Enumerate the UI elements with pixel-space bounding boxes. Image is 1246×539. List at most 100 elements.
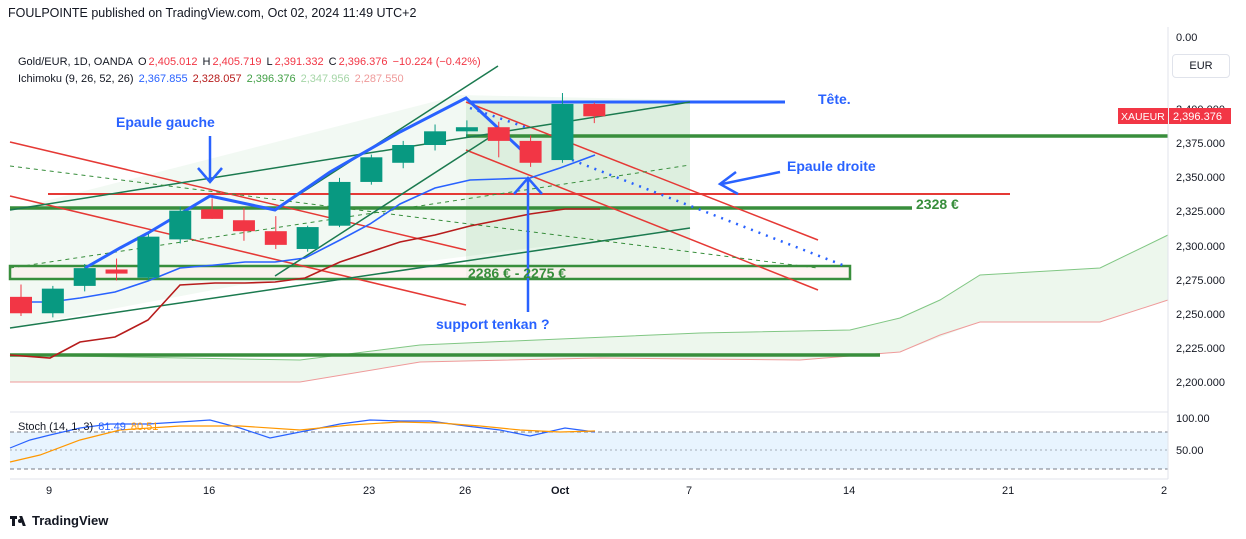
kijun-line — [9, 208, 600, 359]
tradingview-footer: TradingView — [10, 513, 108, 528]
cloud-upper-edge — [9, 234, 1169, 361]
stoch-k-line — [9, 419, 596, 449]
label-right-shoulder: Epaule droite — [787, 158, 876, 174]
green-channel-upper — [9, 101, 691, 211]
stoch-tick-50: 50.00 — [1176, 445, 1204, 457]
publish-header: FOULPOINTE published on TradingView.com,… — [8, 6, 417, 20]
symbol-tag — [1118, 108, 1168, 124]
candle-body — [392, 145, 415, 163]
label-left-shoulder: Epaule gauche — [116, 114, 215, 130]
candle-body — [487, 127, 510, 141]
candle-body — [583, 103, 606, 117]
legend-open-label: O — [137, 56, 147, 68]
price-tick-2250: 2,250.000 — [1176, 309, 1225, 321]
price-tick-2325: 2,325.000 — [1176, 206, 1225, 218]
red-channel-lower — [9, 195, 467, 306]
legend-high-label: H — [202, 56, 211, 68]
right-shoulder-arrowhead — [717, 171, 739, 196]
stoch-d-line — [9, 421, 596, 463]
tradingview-logo-icon — [10, 515, 28, 526]
kumo-cloud — [10, 235, 1168, 382]
time-tick-23: 23 — [363, 485, 375, 497]
candle-body — [232, 220, 255, 232]
legend-close: 2,396.376 — [338, 56, 388, 68]
ichimoku-span-b: 2,287.550 — [354, 73, 404, 85]
candle-body — [10, 296, 32, 314]
green-steep-lower — [274, 131, 499, 277]
time-tick-oct: Oct — [551, 485, 570, 497]
time-tick-2: 2 — [1161, 485, 1167, 497]
candle-body — [328, 181, 351, 226]
price-tick-2300: 2,300.000 — [1176, 241, 1225, 253]
price-tag-text: 2,396.376 — [1173, 111, 1222, 123]
legend-high: 2,405.719 — [212, 56, 262, 68]
stoch-d-value: 80.51 — [130, 421, 159, 433]
left-shoulder-arrowhead — [197, 167, 223, 184]
red-channel2-upper — [465, 101, 819, 241]
candle-body — [551, 103, 574, 161]
head-shoulders-line — [84, 96, 532, 270]
label-head: Tête. — [818, 91, 851, 107]
price-tick-0: 0.00 — [1176, 32, 1197, 44]
candle-body — [41, 288, 64, 314]
symbol-legend[interactable]: Gold/EUR, 1D, OANDA O 2,405.012 H 2,405.71… — [18, 56, 483, 68]
ichimoku-span-a: 2,347.956 — [300, 73, 350, 85]
stoch-legend[interactable]: Stoch (14, 1, 3) 81.49 80.51 — [18, 421, 160, 433]
price-tick-2200: 2,200.000 — [1176, 377, 1225, 389]
candles-layer — [10, 93, 606, 318]
legend-close-label: C — [328, 56, 337, 68]
candle-body — [105, 269, 128, 274]
stoch-tick-100: 100.00 — [1176, 413, 1210, 425]
zone-2286-2275 — [8, 264, 852, 281]
candle-body — [455, 127, 478, 132]
symbol-tag-text: XAUEUR — [1121, 111, 1165, 123]
label-zone: 2286 € - 2275 € — [468, 265, 566, 281]
legend-change: −10.224 (−0.42%) — [392, 56, 481, 68]
price-tick-2225: 2,225.000 — [1176, 343, 1225, 355]
candle-body — [201, 209, 224, 219]
label-2328: 2328 € — [916, 196, 959, 212]
time-tick-16: 16 — [203, 485, 215, 497]
label-tenkan: support tenkan ? — [436, 316, 550, 332]
candle-body — [137, 236, 160, 278]
footer-brand: TradingView — [32, 513, 109, 528]
stoch-title: Stoch (14, 1, 3) — [18, 421, 94, 433]
red-channel2-lower — [465, 149, 819, 291]
price-tag — [1169, 108, 1231, 124]
currency-button[interactable]: EUR — [1172, 54, 1230, 78]
stoch-band — [10, 432, 1168, 469]
symbol-title: Gold/EUR, 1D, OANDA — [18, 56, 133, 68]
time-tick-9: 9 — [46, 485, 52, 497]
dashed-trend-2 — [9, 164, 691, 269]
time-tick-14: 14 — [843, 485, 855, 497]
legend-low: 2,391.332 — [274, 56, 324, 68]
price-tick-2350: 2,350.000 — [1176, 172, 1225, 184]
time-tick-7: 7 — [686, 485, 692, 497]
stoch-k-value: 81.49 — [98, 421, 126, 433]
candle-body — [73, 268, 96, 286]
red-channel-upper — [9, 141, 467, 251]
tenkan-line — [10, 154, 596, 303]
time-tick-26: 26 — [459, 485, 471, 497]
legend-low-label: L — [266, 56, 273, 68]
green-channel-lower — [9, 227, 691, 329]
time-tick-21: 21 — [1002, 485, 1014, 497]
ichimoku-tenkan: 2,367.855 — [138, 73, 188, 85]
legend-open: 2,405.012 — [148, 56, 198, 68]
candle-body — [296, 227, 319, 249]
candle-body — [519, 140, 542, 163]
ichimoku-kijun: 2,328.057 — [192, 73, 242, 85]
candle-body — [169, 210, 192, 240]
ichimoku-title: Ichimoku (9, 26, 52, 26) — [18, 73, 134, 85]
right-shoulder-arrow — [721, 170, 781, 186]
ichimoku-chikou: 2,396.376 — [246, 73, 296, 85]
price-tick-2375: 2,375.000 — [1176, 138, 1225, 150]
candle-body — [264, 231, 287, 245]
ichimoku-legend[interactable]: Ichimoku (9, 26, 52, 26) 2,367.855 2,328… — [18, 73, 406, 85]
candle-body — [360, 157, 383, 182]
price-tick-2275: 2,275.000 — [1176, 275, 1225, 287]
candle-body — [424, 131, 447, 145]
dotted-projection-2 — [571, 158, 846, 268]
tenkan-arrowhead — [513, 176, 543, 195]
